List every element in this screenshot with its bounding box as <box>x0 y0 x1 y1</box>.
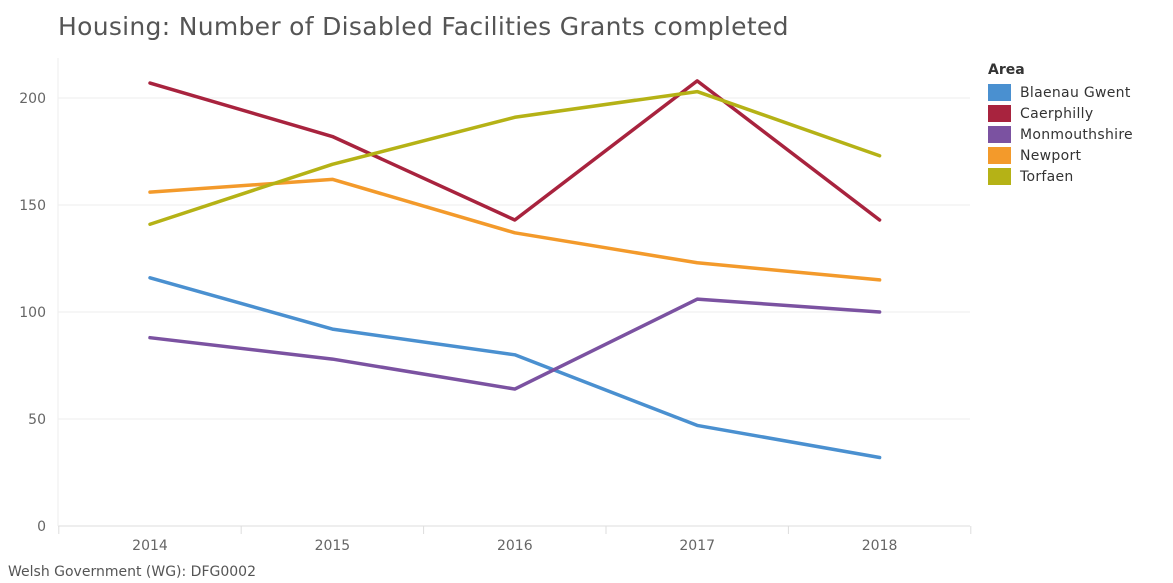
legend-item[interactable]: Monmouthshire <box>988 124 1133 145</box>
series-line-torfaen <box>148 89 882 227</box>
legend-swatch <box>988 147 1011 164</box>
x-tick-label: 2014 <box>132 538 168 554</box>
legend-swatch <box>988 105 1011 122</box>
legend-item[interactable]: Torfaen <box>988 166 1133 187</box>
legend-item[interactable]: Caerphilly <box>988 103 1133 124</box>
legend-label: Torfaen <box>1020 168 1074 185</box>
y-tick-label: 200 <box>19 91 46 107</box>
x-tick-label: 2017 <box>679 538 715 554</box>
x-tick-label: 2015 <box>315 538 351 554</box>
legend-label: Blaenau Gwent <box>1020 84 1131 101</box>
legend-item[interactable]: Newport <box>988 145 1133 166</box>
x-tick-label: 2018 <box>862 538 898 554</box>
series-line-newport <box>148 177 882 282</box>
legend-label: Caerphilly <box>1020 105 1094 122</box>
series-line-caerphilly <box>148 79 882 222</box>
legend-swatch <box>988 126 1011 143</box>
legend-label: Monmouthshire <box>1020 126 1133 143</box>
y-tick-label: 150 <box>19 198 46 214</box>
legend: Area Blaenau Gwent Caerphilly Monmouthshir… <box>988 62 1133 187</box>
legend-swatch <box>988 84 1011 101</box>
series-line-blaenau-gwent <box>148 276 882 460</box>
chart-title: Housing: Number of Disabled Facilities G… <box>58 12 789 41</box>
source-note: Welsh Government (WG): DFG0002 <box>8 564 256 580</box>
y-tick-label: 50 <box>28 412 46 428</box>
x-tick-label: 2016 <box>497 538 533 554</box>
legend-title: Area <box>988 62 1025 78</box>
y-tick-label: 0 <box>37 519 46 535</box>
legend-label: Newport <box>1020 147 1082 164</box>
y-tick-label: 100 <box>19 305 46 321</box>
legend-items: Blaenau Gwent Caerphilly Monmouthshire Newp… <box>988 82 1133 187</box>
series-line-monmouthshire <box>148 297 882 391</box>
legend-item[interactable]: Blaenau Gwent <box>988 82 1133 103</box>
legend-swatch <box>988 168 1011 185</box>
